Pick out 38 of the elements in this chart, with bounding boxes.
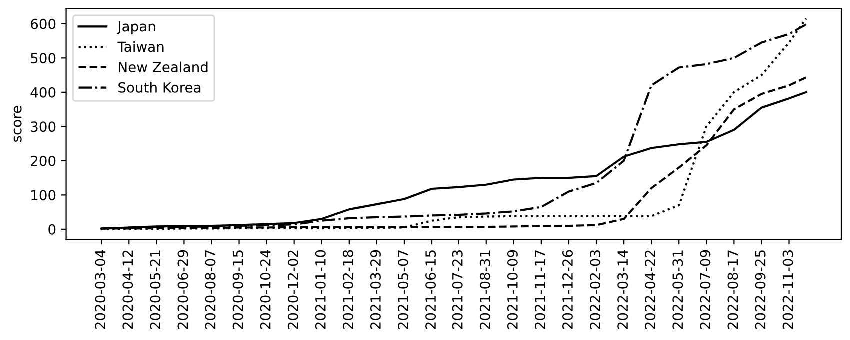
x-tick-label: 2022-04-22 xyxy=(645,250,656,330)
x-tick-label: 2022-08-17 xyxy=(728,250,738,330)
y-tick-label: 0 xyxy=(48,224,56,235)
legend-label: South Korea xyxy=(118,82,201,93)
x-tick-label: 2020-08-07 xyxy=(205,250,216,330)
x-tick-label: 2020-06-29 xyxy=(178,250,188,330)
y-tick-label: 300 xyxy=(31,122,56,132)
y-tick-label: 100 xyxy=(32,190,56,201)
x-tick-label: 2020-09-15 xyxy=(232,250,244,330)
x-tick-label: 2020-04-12 xyxy=(122,250,134,330)
x-tick-label: 2020-05-21 xyxy=(150,250,161,330)
legend-label: Japan xyxy=(116,21,156,34)
x-tick-label: 2021-08-31 xyxy=(480,250,490,330)
x-tick-label: 2022-11-03 xyxy=(782,250,794,330)
x-tick-label: 2021-02-18 xyxy=(342,250,354,330)
x-tick-label: 2022-07-09 xyxy=(700,250,711,330)
y-tick-label: 600 xyxy=(31,18,56,30)
y-tick-label: 200 xyxy=(31,156,56,166)
x-tick-label: 2021-01-10 xyxy=(315,250,326,330)
x-tick-label: 2022-05-31 xyxy=(672,250,684,330)
x-tick-label: 2022-02-03 xyxy=(590,250,601,330)
y-tick-label: 500 xyxy=(31,53,56,64)
x-tick-label: 2021-06-15 xyxy=(426,250,436,330)
legend-label: Taiwan xyxy=(118,41,164,52)
x-tick-label: 2021-07-23 xyxy=(452,250,463,330)
x-tick-label: 2020-10-24 xyxy=(260,250,271,330)
y-tick-label: 400 xyxy=(30,87,56,98)
x-tick-label: 2020-12-02 xyxy=(288,250,298,330)
x-tick-label: 2021-11-17 xyxy=(534,250,546,330)
x-tick-label: 2021-05-07 xyxy=(398,250,409,330)
y-axis-title: score xyxy=(14,106,22,142)
x-tick-label: 2022-03-14 xyxy=(618,250,628,330)
x-tick-label: 2022-09-25 xyxy=(755,250,766,330)
x-tick-label: 2021-10-09 xyxy=(507,250,518,330)
legend-label: New Zealand xyxy=(119,62,208,73)
x-tick-label: 2021-03-29 xyxy=(370,250,381,330)
x-tick-label: 2021-12-26 xyxy=(562,250,574,330)
x-tick-label: 2020-03-04 xyxy=(95,250,106,330)
